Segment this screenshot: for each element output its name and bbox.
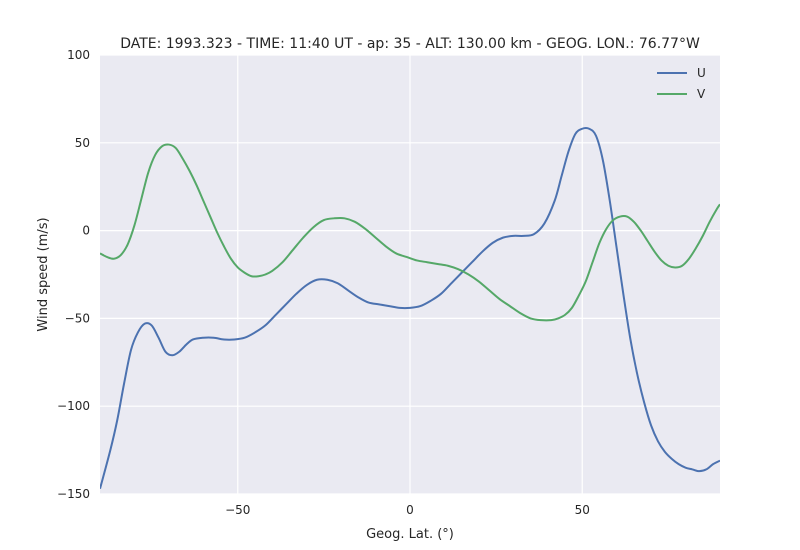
x-axis-ticks: −50 0 50: [225, 503, 590, 517]
legend-label-v: V: [697, 87, 706, 101]
chart-title: DATE: 1993.323 - TIME: 11:40 UT - ap: 35…: [120, 36, 700, 52]
y-tick-label: 100: [67, 48, 90, 62]
y-tick-label: 50: [75, 136, 90, 150]
x-tick-label: 50: [575, 503, 590, 517]
y-tick-label: 0: [82, 224, 90, 238]
series-lines: [100, 126, 720, 489]
y-axis-label: Wind speed (m/s): [36, 217, 51, 331]
y-tick-label: −100: [57, 399, 90, 413]
x-axis-label: Geog. Lat. (°): [366, 527, 454, 542]
series-line-v: [100, 143, 720, 322]
legend-label-u: U: [697, 66, 706, 80]
series-line-u: [100, 126, 720, 489]
x-tick-label: 0: [406, 503, 414, 517]
y-tick-label: −50: [65, 311, 90, 325]
x-tick-label: −50: [225, 503, 250, 517]
y-axis-ticks: −150 −100 −50 0 50 100: [57, 48, 90, 501]
y-tick-label: −150: [57, 487, 90, 501]
legend: UV: [657, 66, 706, 101]
